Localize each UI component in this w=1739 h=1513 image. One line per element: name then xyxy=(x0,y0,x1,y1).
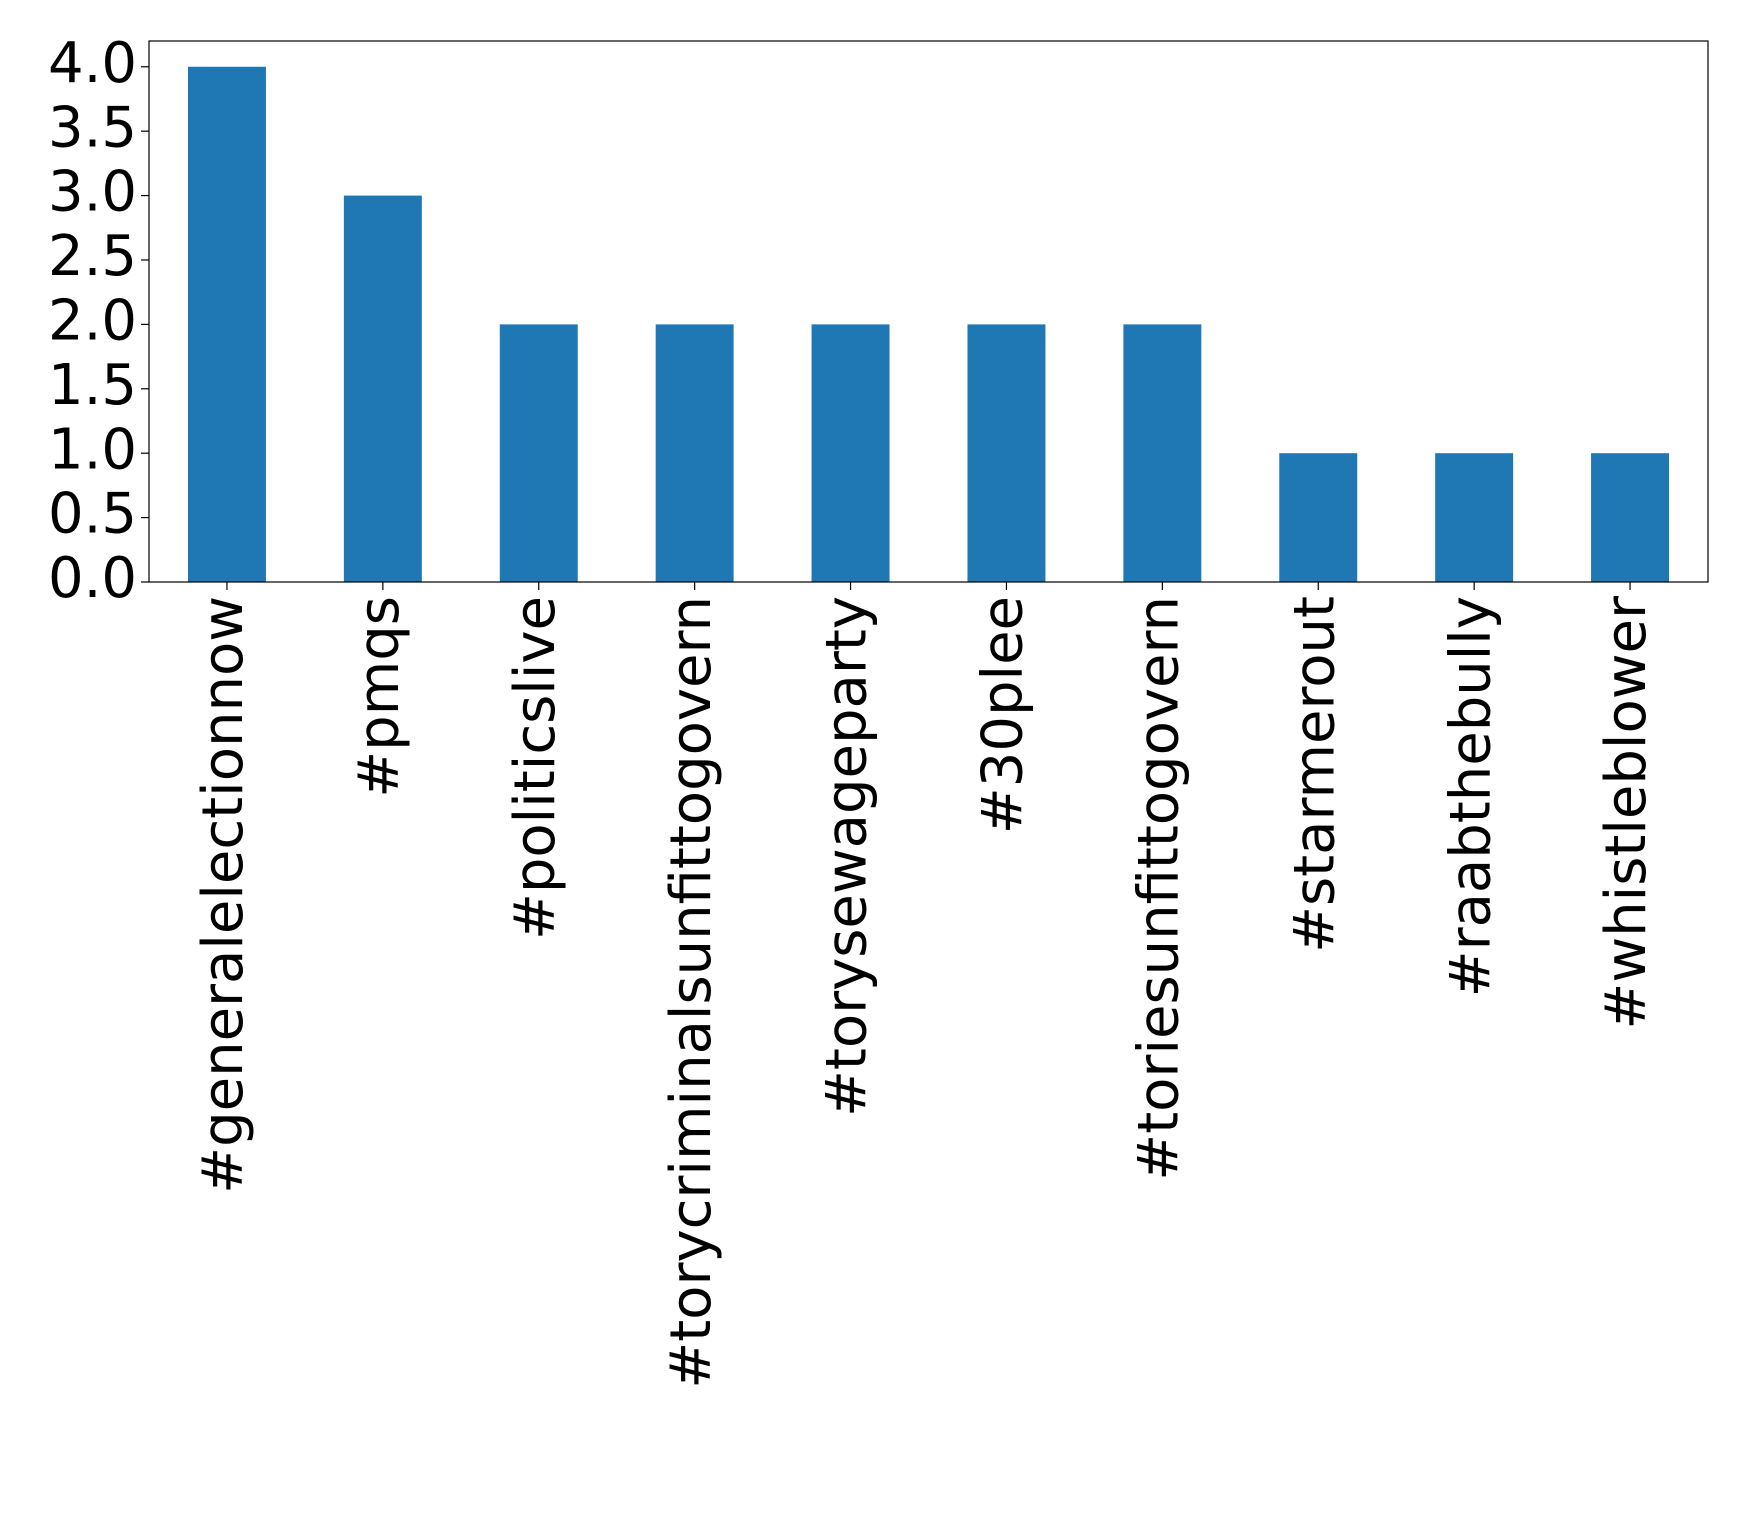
bar xyxy=(1123,324,1202,582)
y-tick-label: 1.5 xyxy=(48,353,137,418)
bar xyxy=(343,195,422,583)
y-tick-label: 2.5 xyxy=(48,224,137,289)
bar xyxy=(811,324,890,582)
x-tick-label: #generalelectionnow xyxy=(191,596,256,1194)
y-tick-label: 0.5 xyxy=(48,482,137,547)
x-tick-label: #raabthebully xyxy=(1438,596,1503,997)
x-tick-label: #torycriminalsunfittogovern xyxy=(659,596,724,1389)
y-tick-label: 3.0 xyxy=(48,160,137,225)
y-tick-label: 4.0 xyxy=(48,31,137,96)
bar xyxy=(1279,453,1358,582)
x-tick-label: #torysewageparty xyxy=(815,596,880,1117)
y-tick-label: 0.0 xyxy=(48,546,137,611)
x-tick-label: #toriesunfittogovern xyxy=(1126,596,1191,1181)
bar xyxy=(1591,453,1670,582)
x-tick-label: #pmqs xyxy=(347,596,412,798)
x-tick-label: #whistleblower xyxy=(1594,595,1659,1030)
bar xyxy=(655,324,734,582)
y-tick-label: 3.5 xyxy=(48,95,137,160)
plot-frame xyxy=(148,40,1709,583)
x-tick-label: #30plee xyxy=(971,596,1036,834)
bar xyxy=(187,66,266,582)
y-tick-label: 2.0 xyxy=(48,289,137,354)
bar xyxy=(967,324,1046,582)
x-tick-label: #politicslive xyxy=(503,596,568,940)
x-tick-label: #starmerout xyxy=(1282,596,1347,953)
bar xyxy=(1435,453,1514,582)
y-tick-label: 1.0 xyxy=(48,417,137,482)
bar xyxy=(499,324,578,582)
